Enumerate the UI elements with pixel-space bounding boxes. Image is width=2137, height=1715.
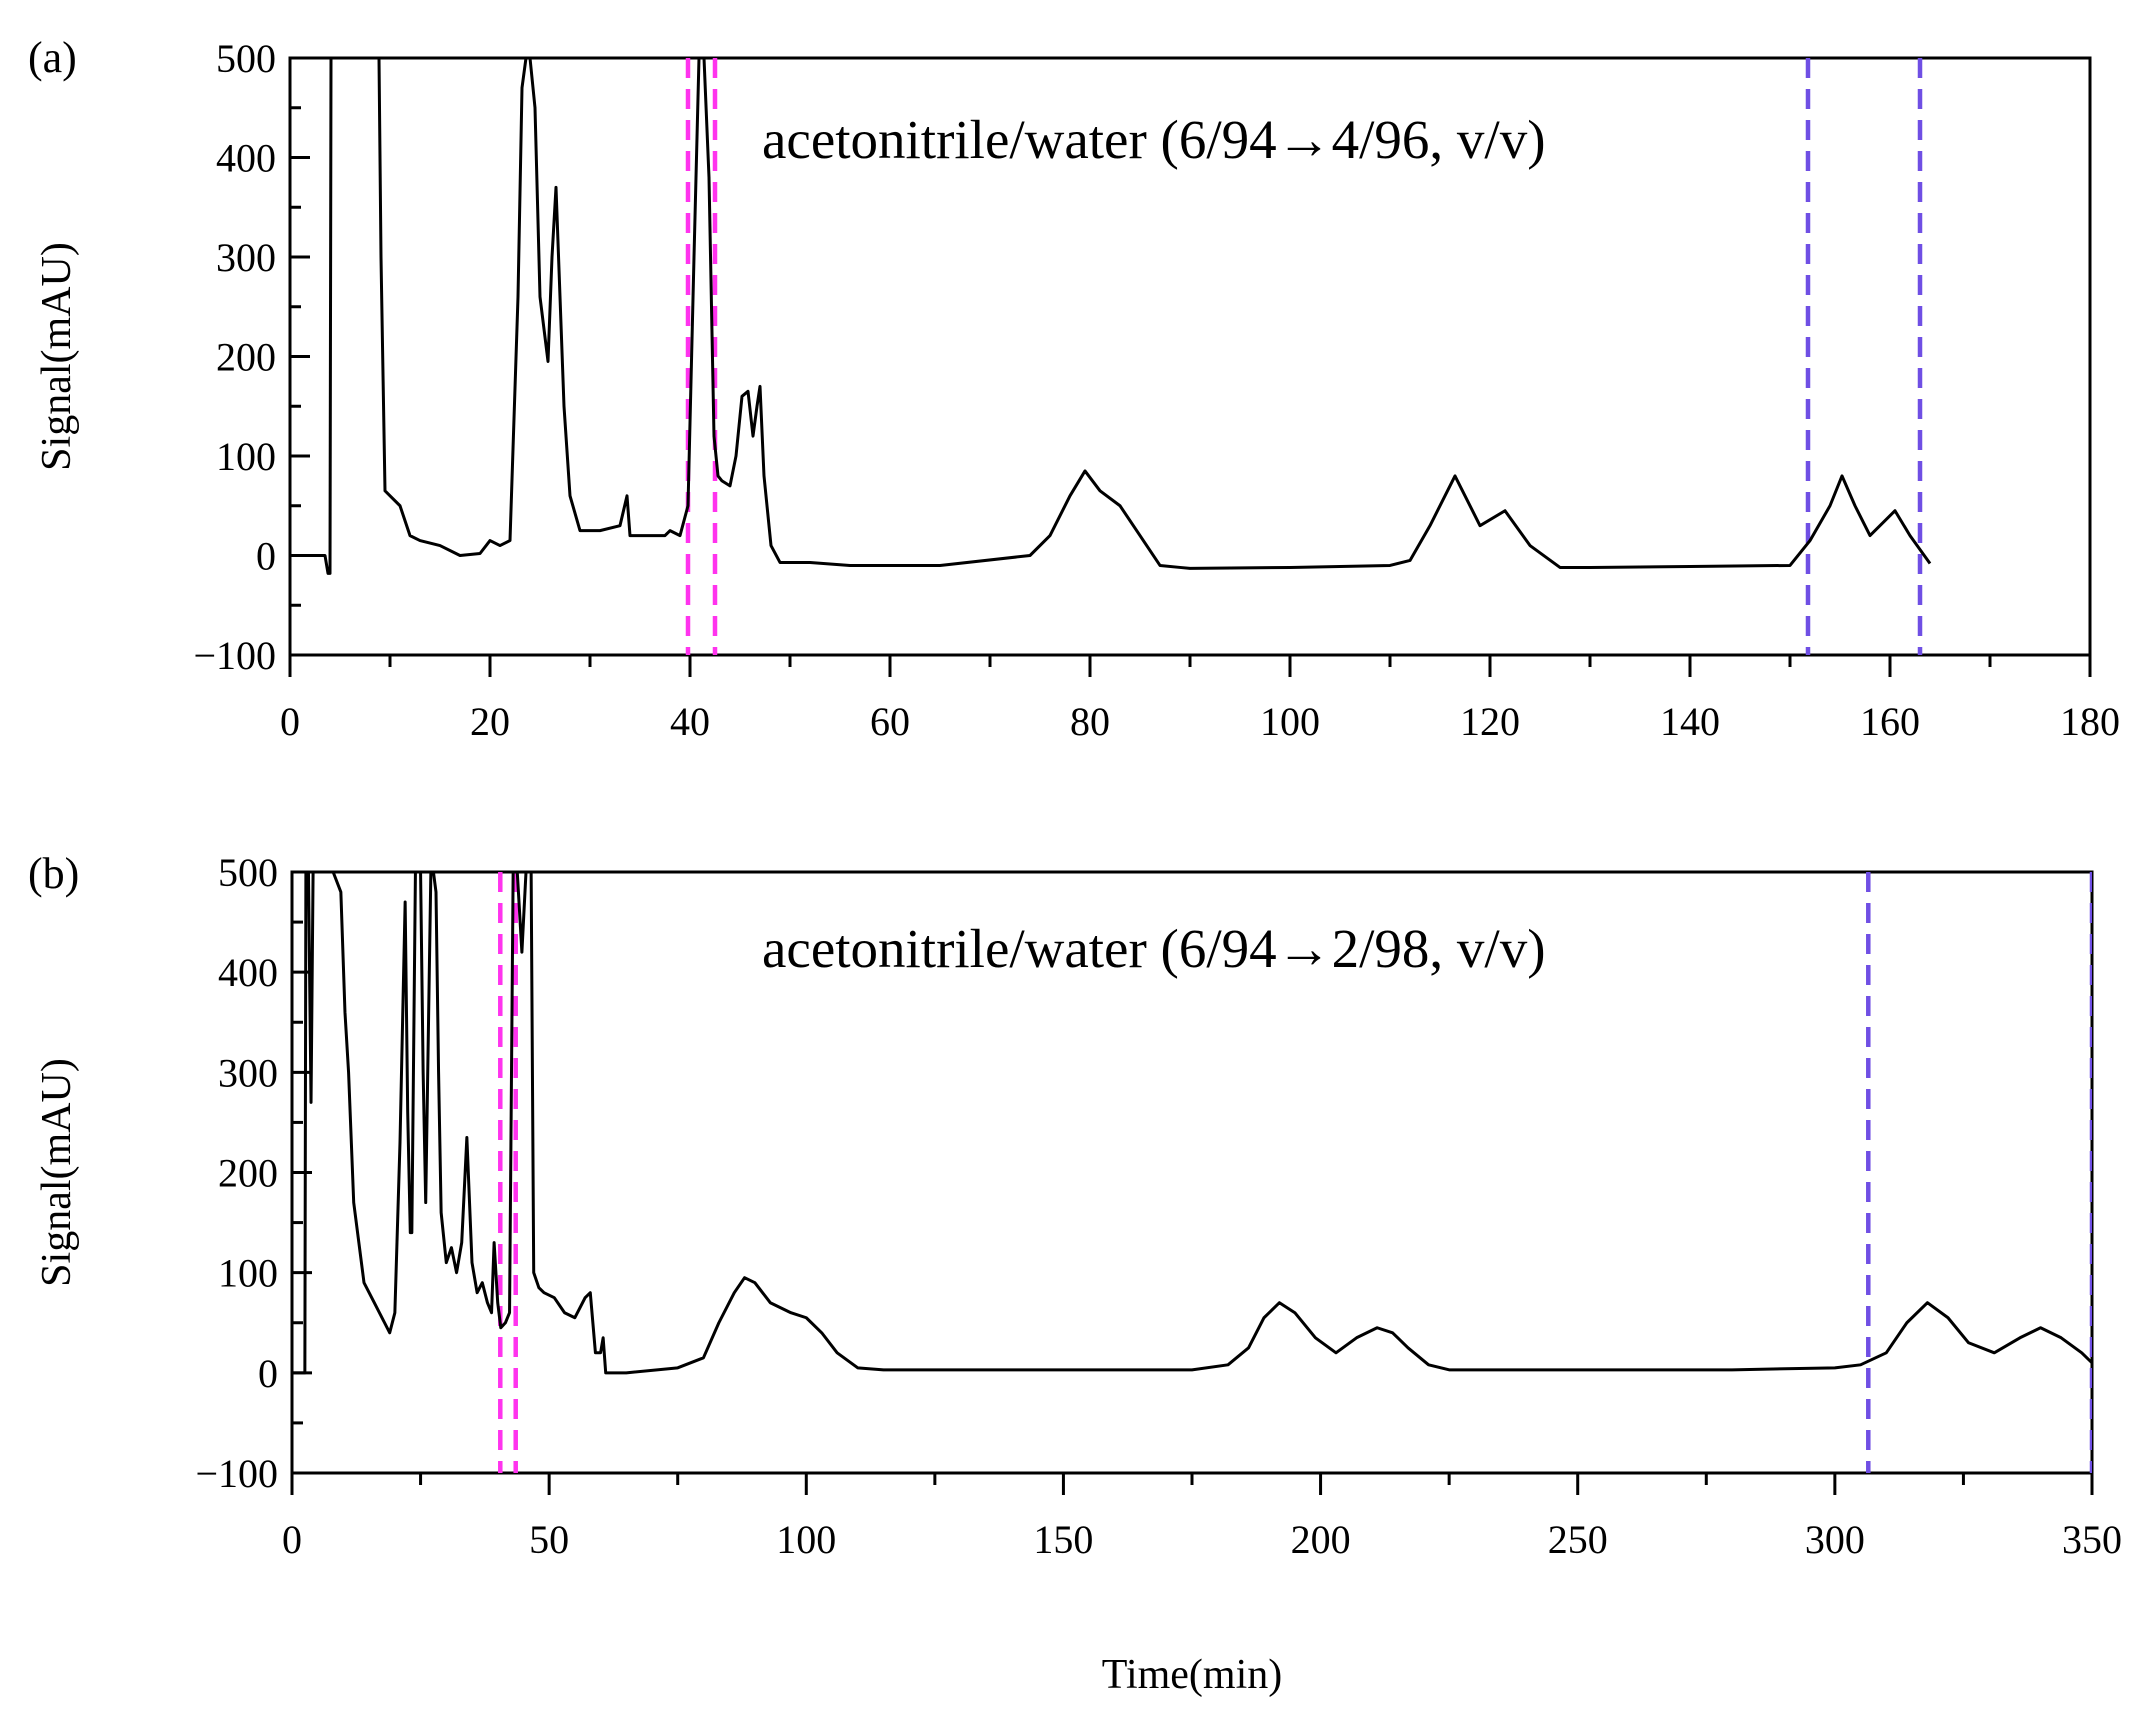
y-tick-label: −100 <box>193 633 276 678</box>
fraction-markers-b <box>498 872 2092 1473</box>
y-tick-label: 300 <box>218 1050 278 1095</box>
x-tick-label: 60 <box>870 699 910 744</box>
x-tick-label: 100 <box>1260 699 1320 744</box>
x-tick-label: 20 <box>470 699 510 744</box>
chromatogram-trace-a <box>290 56 1932 575</box>
x-axis-title: Time(min) <box>1102 1652 1282 1698</box>
chromatogram-trace-b <box>292 870 2092 1375</box>
mobile-phase-annotation-a: acetonitrile/water (6/94→4/96, v/v) <box>762 109 1546 170</box>
x-tick-label: 180 <box>2060 699 2120 744</box>
y-tick-label: 300 <box>216 235 276 280</box>
x-tick-label: 250 <box>1548 1517 1608 1562</box>
x-tick-label: 0 <box>280 699 300 744</box>
x-tick-label: 300 <box>1805 1517 1865 1562</box>
panel-label-a: (a) <box>28 33 77 82</box>
y-tick-label: 0 <box>256 534 276 579</box>
panel-label-b: (b) <box>28 849 79 898</box>
x-tick-label: 50 <box>529 1517 569 1562</box>
y-tick-label: 400 <box>218 950 278 995</box>
x-tick-label: 80 <box>1070 699 1110 744</box>
y-tick-label: 0 <box>258 1351 278 1396</box>
x-tick-label: 40 <box>670 699 710 744</box>
y-tick-label: 200 <box>216 335 276 380</box>
x-tick-label: 0 <box>282 1517 302 1562</box>
y-tick-label: 100 <box>216 434 276 479</box>
fraction-markers-a <box>685 58 1923 655</box>
y-tick-label: 500 <box>218 850 278 895</box>
y-tick-label: −100 <box>195 1451 278 1496</box>
y-axis-title-b: Signal(mAU) <box>34 1058 80 1287</box>
x-tick-label: 140 <box>1660 699 1720 744</box>
y-tick-label: 500 <box>216 36 276 81</box>
y-tick-label: 100 <box>218 1251 278 1296</box>
x-tick-label: 160 <box>1860 699 1920 744</box>
mobile-phase-annotation-b: acetonitrile/water (6/94→2/98, v/v) <box>762 918 1546 979</box>
x-tick-label: 150 <box>1033 1517 1093 1562</box>
y-tick-label: 400 <box>216 136 276 181</box>
x-tick-label: 100 <box>776 1517 836 1562</box>
y-axis-title-a: Signal(mAU) <box>34 242 80 471</box>
x-tick-label: 350 <box>2062 1517 2122 1562</box>
x-tick-label: 200 <box>1291 1517 1351 1562</box>
y-tick-label: 200 <box>218 1151 278 1196</box>
x-tick-label: 120 <box>1460 699 1520 744</box>
